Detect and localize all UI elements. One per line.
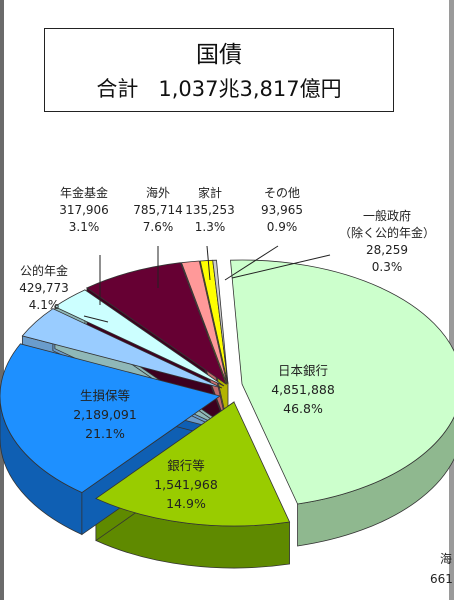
slice-1-label-line2: 4,851,888 [271,382,335,397]
slice-8-label-line2: 93,965 [261,203,303,217]
chart-total-amount: 1,037兆3,817億円 [158,77,342,101]
slice-4-label-line2: 429,773 [19,281,69,295]
cropped-label-fragment: 海 [440,552,453,566]
chart-title: 国債 [196,42,242,68]
pie-slice-9 [212,259,229,385]
pie-slice-4 [21,308,223,389]
leader-line-4 [83,315,109,323]
chart-total-label: 合計 [96,77,139,101]
slice-6-label-line3: 7.6% [143,220,174,234]
pie-slice-6 [86,262,227,386]
pie-slice-1 [230,259,454,505]
slice-2-label-line3: 14.9% [166,496,206,511]
slice-7-label-line2: 135,253 [185,203,235,217]
slice-3-label-line3: 21.1% [85,426,125,441]
pie-slice-5 [54,289,225,387]
slice-4-label-line1: 公的年金 [20,263,68,278]
slice-5-label-line2: 317,906 [59,203,109,217]
chart-title-box: 国債 合計 1,037兆3,817億円 [44,28,394,112]
slice-9-label-line3: 28,259 [366,243,408,257]
chart-total: 合計 1,037兆3,817億円 [45,73,393,103]
slice-3-label-line1: 生損保等 [80,388,130,403]
slice-7-label-line1: 家計 [198,185,222,200]
pie-slice-7 [180,260,228,385]
slice-9-label-line4: 0.3% [372,260,403,274]
slice-4-label-line3: 4.1% [29,298,60,312]
slice-5-label-line1: 年金基金 [60,185,108,200]
cropped-value-fragment: 661 [430,572,453,586]
leader-line-8 [224,245,279,281]
pie-slice-2 [95,401,291,527]
pie-slice-3 [0,343,221,493]
slice-2-label-line1: 銀行等 [167,458,205,473]
slice-1-label-line1: 日本銀行 [278,363,328,378]
slice-5-label-line3: 3.1% [69,220,100,234]
slice-2-label-line2: 1,541,968 [154,477,218,492]
slice-9-label-line2: （除く公的年金） [339,225,435,240]
slice-7-label-line3: 1.3% [195,220,226,234]
slice-6-label-line2: 785,714 [133,203,183,217]
slice-6-label-line1: 海外 [146,185,170,200]
leader-line-9 [231,254,331,279]
page-right-border [449,0,454,600]
leader-lines [83,245,331,323]
leader-line-7 [206,245,211,281]
page-left-border [0,0,4,600]
slice-1-label-line3: 46.8% [283,401,323,416]
pie-labels: 日本銀行 4,851,888 46.8% 銀行等 1,541,968 14.9% 生損保等 2… [19,185,435,511]
slice-9-label-line1: 一般政府 [363,208,411,223]
slice-8-label-line1: その他 [264,186,300,200]
slice-3-label-line2: 2,189,091 [73,407,137,422]
slice-8-label-line3: 0.9% [267,220,298,234]
pie-slices [0,259,454,527]
